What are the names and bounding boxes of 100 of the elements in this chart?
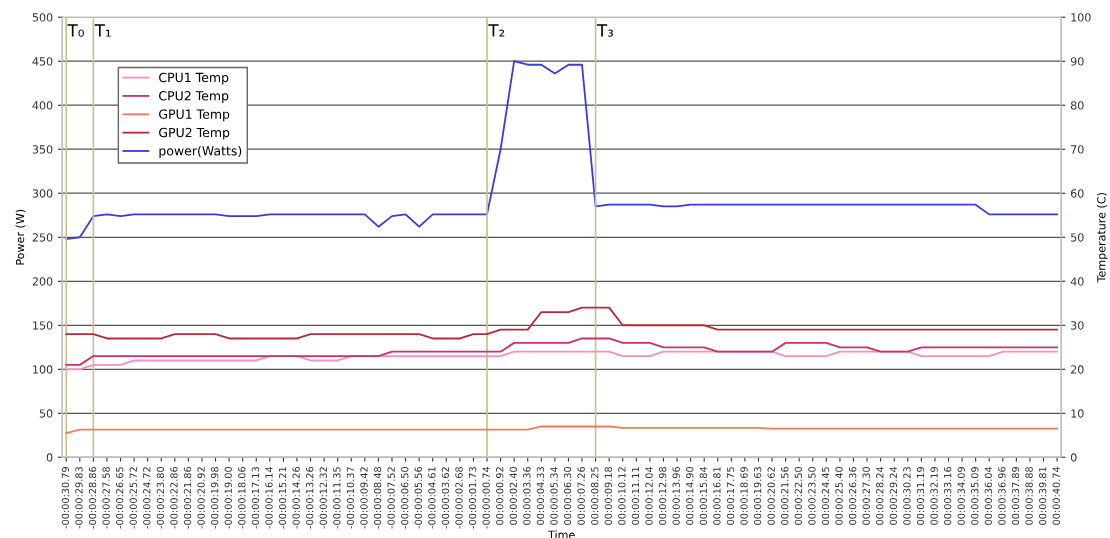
x-tick-label: -00:00:08.48 bbox=[373, 466, 382, 529]
x-tick-label: 00:00:09.18 bbox=[604, 466, 612, 525]
x-tick-label: -00:00:29.83 bbox=[75, 467, 83, 529]
x-tick-label: -00:00:25.72 bbox=[129, 467, 137, 529]
x-tick-label: -00:00:00.74 bbox=[482, 466, 490, 529]
x-tick-label: 00:00:17.75 bbox=[726, 467, 735, 525]
x-tick-label: 00:00:15.84 bbox=[699, 466, 707, 525]
x-tick-label: 00:00:29.24 bbox=[889, 466, 898, 525]
ref-line-label: T₂ bbox=[488, 24, 505, 37]
y-tick-label: 50 bbox=[39, 409, 53, 418]
y2-tick-label: 70 bbox=[1071, 145, 1084, 154]
x-tick-label: -00:00:22.86 bbox=[170, 466, 178, 529]
x-tick-label: -00:00:30.79 bbox=[61, 467, 70, 529]
x-tick-label: 00:00:32.19 bbox=[930, 467, 938, 525]
x-tick-label: -00:00:05.56 bbox=[414, 466, 422, 529]
x-tick-label: 00:00:18.69 bbox=[740, 467, 748, 525]
x-tick-label: 00:00:30.23 bbox=[903, 467, 911, 525]
y-tick-label: 150 bbox=[33, 321, 53, 330]
x-tick-label: -00:00:01.73 bbox=[468, 467, 477, 529]
x-tick-label: 00:00:00.92 bbox=[496, 467, 504, 525]
x-tick-label: -00:00:17.13 bbox=[251, 467, 260, 529]
x-tick-label: -00:00:12.32 bbox=[319, 467, 327, 529]
x-tick-label: -00:00:19.98 bbox=[211, 466, 219, 529]
x-tick-label: 00:00:28.24 bbox=[876, 466, 884, 525]
x-tick-label: 00:00:10.12 bbox=[618, 467, 626, 525]
x-tick-label: -00:00:16.14 bbox=[265, 466, 273, 529]
x-tick-label: -00:00:28.86 bbox=[88, 466, 97, 529]
x-tick-label: -00:00:21.86 bbox=[183, 466, 192, 529]
x-tick-label: 00:00:36.96 bbox=[998, 466, 1006, 525]
line-series bbox=[65, 306, 1058, 340]
x-tick-label: 00:00:07.26 bbox=[577, 466, 585, 525]
y2-tick-label: 100 bbox=[1071, 13, 1091, 22]
x-axis-title: Time bbox=[548, 530, 575, 538]
y-axis-title: Power (W) bbox=[15, 209, 26, 265]
legend-label: CPU1 Temp bbox=[159, 72, 229, 85]
x-tick-label: 00:00:12.04 bbox=[645, 466, 653, 525]
x-tick-label: 00:00:13.96 bbox=[672, 466, 680, 525]
y2-tick-label: 0 bbox=[1070, 453, 1077, 462]
y2-tick-label: 40 bbox=[1070, 277, 1084, 286]
x-tick-label: -00:00:03.62 bbox=[441, 467, 450, 529]
x-tick-label: -00:00:24.72 bbox=[143, 467, 151, 529]
x-tick-label: -00:00:10.37 bbox=[346, 467, 355, 529]
x-tick-label: 00:00:08.25 bbox=[591, 467, 599, 525]
x-tick-label: 00:00:20.62 bbox=[767, 467, 775, 525]
x-tick-label: 00:00:06.30 bbox=[563, 466, 572, 525]
x-tick-label: 00:00:16.81 bbox=[713, 467, 721, 525]
x-tick-label: -00:00:07.52 bbox=[387, 467, 395, 529]
y-tick-label: 400 bbox=[32, 101, 53, 110]
x-tick-label: -00:00:11.35 bbox=[333, 467, 341, 529]
ref-line-label: T₁ bbox=[94, 24, 111, 37]
x-tick-label: 00:00:39.81 bbox=[1038, 467, 1047, 525]
y-tick-label: 500 bbox=[32, 13, 53, 22]
x-tick-label: 00:00:19.63 bbox=[753, 467, 762, 525]
x-tick-label: 00:00:36.04 bbox=[984, 466, 993, 525]
x-tick-label: -00:00:18.06 bbox=[238, 466, 246, 529]
y2-tick-label: 10 bbox=[1071, 409, 1084, 418]
x-tick-label: 00:00:27.30 bbox=[862, 466, 870, 525]
y-tick-label: 250 bbox=[32, 233, 53, 242]
x-tick-label: 00:00:31.19 bbox=[916, 467, 925, 525]
x-tick-label: -00:00:02.68 bbox=[455, 466, 463, 529]
x-tick-label: 00:00:33.16 bbox=[943, 466, 952, 525]
x-tick-label: 00:00:24.45 bbox=[821, 467, 830, 525]
line-series bbox=[65, 425, 1058, 435]
y2-tick-label: 80 bbox=[1070, 101, 1084, 110]
x-tick-label: -00:00:04.61 bbox=[428, 467, 436, 529]
line-series bbox=[65, 337, 1058, 366]
y-tick-label: 200 bbox=[32, 277, 53, 286]
y2-axis-title: Temperature (C) bbox=[1096, 193, 1108, 283]
y2-tick-label: 50 bbox=[1071, 233, 1084, 242]
ref-line-label: T₃ bbox=[596, 24, 613, 37]
x-tick-label: -00:00:09.42 bbox=[360, 467, 368, 529]
legend-label: GPU1 Temp bbox=[159, 109, 230, 122]
x-tick-label: 00:00:25.40 bbox=[835, 466, 843, 525]
x-tick-label: 00:00:35.09 bbox=[971, 467, 979, 525]
x-tick-label: 00:00:11.11 bbox=[631, 467, 640, 525]
x-tick-label: -00:00:13.26 bbox=[306, 466, 314, 529]
ref-line-label: T₀ bbox=[67, 24, 84, 37]
x-tick-label: 00:00:12.98 bbox=[658, 466, 667, 525]
x-tick-label: 00:00:05.34 bbox=[550, 466, 558, 525]
x-tick-label: 00:00:38.88 bbox=[1025, 466, 1033, 525]
x-tick-label: -00:00:06.50 bbox=[401, 466, 409, 529]
y-tick-label: 300 bbox=[32, 189, 53, 198]
x-tick-label: -00:00:19.00 bbox=[224, 466, 232, 529]
x-tick-label: -00:00:26.65 bbox=[115, 467, 124, 529]
y-tick-label: 350 bbox=[32, 145, 53, 154]
x-tick-label: 00:00:03.36 bbox=[523, 466, 531, 525]
x-tick-label: 00:00:02.40 bbox=[509, 466, 517, 525]
y2-tick-label: 90 bbox=[1070, 57, 1084, 66]
x-tick-label: -00:00:14.26 bbox=[292, 466, 300, 529]
y-tick-label: 450 bbox=[32, 57, 53, 66]
legend-label: CPU2 Temp bbox=[159, 91, 229, 103]
y2-tick-label: 20 bbox=[1071, 365, 1084, 374]
x-tick-label: 00:00:21.56 bbox=[781, 466, 789, 525]
line-series bbox=[65, 60, 1058, 240]
x-tick-label: -00:00:15.21 bbox=[278, 467, 287, 529]
y-tick-label: 100 bbox=[33, 365, 53, 374]
x-tick-label: 00:00:26.36 bbox=[848, 466, 857, 525]
x-tick-label: -00:00:23.80 bbox=[156, 466, 165, 529]
x-tick-label: 00:00:22.50 bbox=[794, 466, 803, 525]
x-tick-label: 00:00:40.74 bbox=[1052, 466, 1060, 525]
